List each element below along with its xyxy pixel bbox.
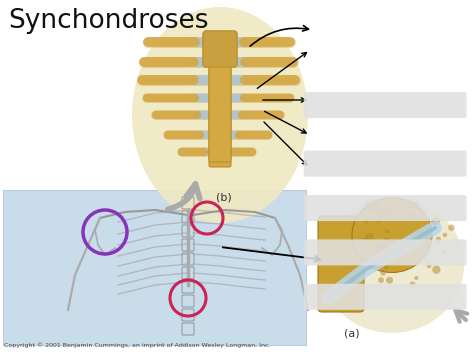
Circle shape <box>376 243 384 251</box>
Circle shape <box>377 206 383 211</box>
Circle shape <box>384 255 391 261</box>
Circle shape <box>432 266 440 274</box>
Circle shape <box>387 204 393 210</box>
Circle shape <box>380 270 386 275</box>
Circle shape <box>370 203 379 212</box>
Circle shape <box>409 282 416 288</box>
Circle shape <box>365 233 374 241</box>
Circle shape <box>369 202 377 211</box>
Circle shape <box>412 202 419 209</box>
FancyBboxPatch shape <box>209 50 231 167</box>
Text: Synchondroses: Synchondroses <box>8 8 209 34</box>
FancyBboxPatch shape <box>304 239 466 266</box>
Text: (a): (a) <box>344 328 360 338</box>
FancyBboxPatch shape <box>318 216 364 312</box>
Circle shape <box>386 277 393 284</box>
Ellipse shape <box>352 197 432 273</box>
Circle shape <box>365 219 369 224</box>
Circle shape <box>365 200 372 207</box>
Circle shape <box>384 252 393 260</box>
FancyBboxPatch shape <box>304 195 466 221</box>
Bar <box>3 190 306 345</box>
Circle shape <box>385 253 393 261</box>
Circle shape <box>376 218 381 223</box>
Circle shape <box>431 219 438 225</box>
Circle shape <box>443 233 447 237</box>
Circle shape <box>387 240 392 245</box>
Circle shape <box>436 236 441 242</box>
FancyBboxPatch shape <box>304 284 466 310</box>
Circle shape <box>432 216 440 225</box>
Circle shape <box>405 244 410 248</box>
Circle shape <box>385 229 389 234</box>
Circle shape <box>378 277 384 283</box>
Circle shape <box>384 265 389 270</box>
FancyBboxPatch shape <box>209 50 231 162</box>
Circle shape <box>383 237 390 244</box>
Circle shape <box>378 241 386 249</box>
Circle shape <box>363 237 367 242</box>
Circle shape <box>414 276 419 280</box>
Circle shape <box>431 220 435 224</box>
Ellipse shape <box>132 7 308 223</box>
FancyBboxPatch shape <box>304 92 466 118</box>
FancyBboxPatch shape <box>304 151 466 177</box>
Circle shape <box>407 212 415 219</box>
FancyBboxPatch shape <box>203 31 237 67</box>
Circle shape <box>442 250 447 254</box>
Circle shape <box>384 207 391 214</box>
Circle shape <box>415 253 419 257</box>
Ellipse shape <box>320 197 464 333</box>
Text: (b): (b) <box>216 192 232 202</box>
Circle shape <box>378 213 384 219</box>
Circle shape <box>406 258 411 263</box>
Circle shape <box>427 263 431 268</box>
Circle shape <box>448 224 455 231</box>
FancyBboxPatch shape <box>203 31 237 67</box>
Circle shape <box>407 245 411 249</box>
Circle shape <box>398 210 404 217</box>
Text: Copyright © 2001 Benjamin Cummings, an imprint of Addison Wesley Longman, Inc.: Copyright © 2001 Benjamin Cummings, an i… <box>4 342 271 348</box>
